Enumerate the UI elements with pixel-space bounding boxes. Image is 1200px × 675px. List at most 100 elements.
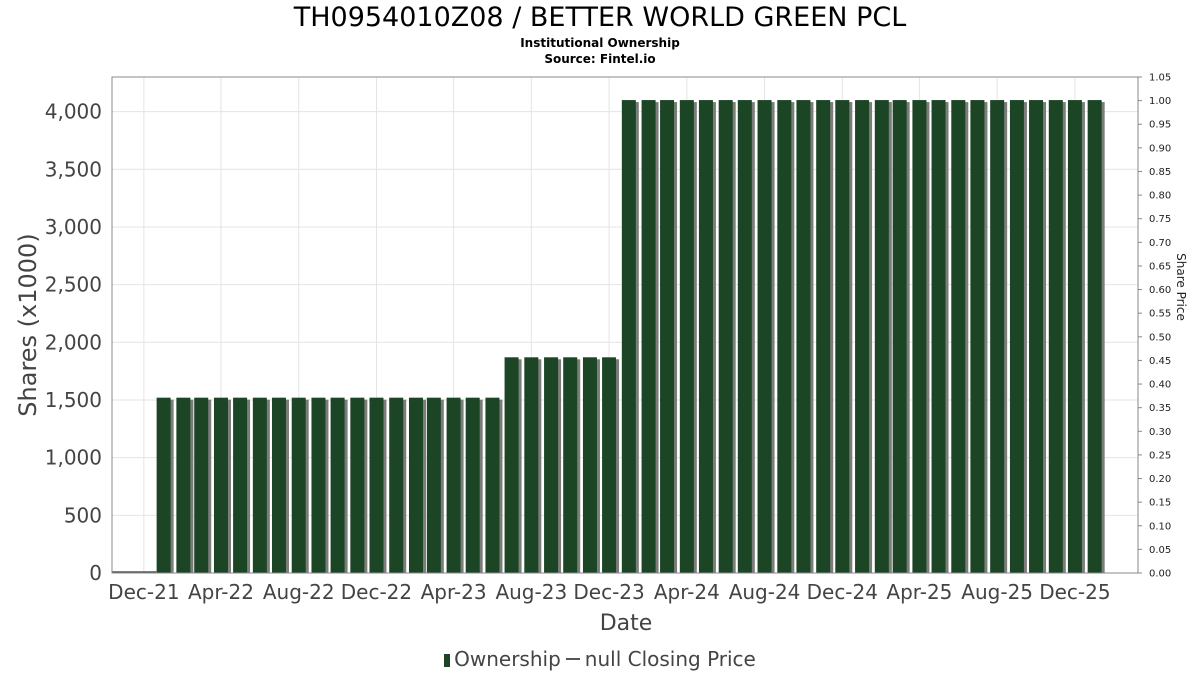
y-tick-label: 2,500 [45,273,102,297]
ownership-bar [252,397,267,573]
ownership-bar [291,397,306,573]
ownership-bar [271,397,286,573]
ownership-bar [176,397,191,573]
ownership-bar [389,397,404,573]
ownership-bar [874,100,889,574]
x-tick-label: Apr-23 [421,580,487,604]
ownership-bar [892,100,907,574]
ownership-bar [156,397,171,573]
ownership-bar [446,397,461,573]
ownership-bar [641,100,656,574]
x-tick-label: Aug-25 [961,580,1033,604]
ownership-bar [194,397,209,573]
y2-tick-label: 0.00 [1149,569,1171,580]
ownership-bar [777,100,792,574]
ownership-legend-swatch [444,654,451,667]
y-tick-label: 2,000 [45,330,102,354]
ownership-bar [1009,100,1024,574]
y2-tick-label: 0.60 [1149,285,1171,296]
y2-tick-label: 0.55 [1149,309,1171,320]
x-tick-label: Dec-22 [341,580,412,604]
ownership-bar [1087,100,1102,574]
y-tick-label: 0 [89,561,102,585]
ownership-bar [679,100,694,574]
y2-tick-label: 0.50 [1149,332,1171,343]
ownership-bar [544,357,559,573]
chart-title: TH0954010Z08 / BETTER WORLD GREEN PCL [293,2,907,33]
y2-tick-label: 0.05 [1149,545,1171,556]
ownership-bar [563,357,578,573]
ownership-bar [485,397,500,573]
x-tick-label: Aug-23 [495,580,567,604]
ownership-chart: 0 500 1,000 1,500 2,000 2,500 3,000 3,500 4,000 D… [14,73,1188,637]
y2-tick-label: 0.70 [1149,238,1171,249]
ownership-bar [970,100,985,574]
bar-layer [112,100,1105,574]
ownership-bar [524,357,539,573]
ownership-bar [465,397,480,573]
ownership-bar [621,100,636,574]
y2-tick-label: 0.25 [1149,450,1171,461]
y2-axis-title: Share Price [1174,253,1188,321]
ownership-bar [1029,100,1044,574]
y2-tick-label: 0.15 [1149,498,1171,509]
ownership-bar [951,100,966,574]
y2-tick-label: 0.30 [1149,427,1171,438]
x-tick-label: Aug-24 [729,580,801,604]
y2-tick-label: 0.35 [1149,403,1171,414]
y2-tick-label: 0.90 [1149,143,1171,154]
ownership-bar [718,100,733,574]
x-axis-title: Date [600,611,653,636]
axis-layer: 0 500 1,000 1,500 2,000 2,500 3,000 3,500 4,000 D… [14,73,1188,637]
x-tick-label: Dec-25 [1039,580,1110,604]
y2-tick-label: 0.40 [1149,380,1171,391]
ownership-bar [369,397,384,573]
ownership-bar [311,397,326,573]
y2-tick-label: 0.20 [1149,474,1171,485]
ownership-bar [660,100,675,574]
x-tick-label: Apr-25 [886,580,952,604]
ownership-bar [835,100,850,574]
x-tick-label: Apr-22 [188,580,254,604]
ownership-bar [796,100,811,574]
y-axis-title: Shares (x1000) [14,233,42,416]
ownership-bar [330,397,345,573]
ownership-bar [757,100,772,574]
y-tick-label: 500 [64,503,102,527]
y2-tick-label: 1.05 [1149,73,1171,84]
y-tick-label: 1,500 [45,388,102,412]
x-tick-label: Aug-22 [263,580,335,604]
x-tick-label: Dec-23 [573,580,644,604]
chart-subtitle: Institutional Ownership [520,36,680,50]
ownership-bar [582,357,597,573]
ownership-bar [698,100,713,574]
y-tick-label: 3,500 [45,157,102,181]
plot-border [111,76,1139,574]
x-tick-label: Apr-24 [654,580,720,604]
y2-tick-label: 0.65 [1149,261,1171,272]
price-legend-label: null Closing Price [584,647,756,671]
ownership-bar [1048,100,1063,574]
ownership-bar [350,397,365,573]
ownership-bar [816,100,831,574]
y2-tick-label: 0.45 [1149,356,1171,367]
price-legend-line [565,658,580,660]
ownership-bar [931,100,946,574]
ownership-bar [213,397,228,573]
chart-source: Source: Fintel.io [544,52,656,66]
x-tick-label: Dec-24 [807,580,878,604]
ownership-bar [855,100,870,574]
y-tick-label: 1,000 [45,446,102,470]
chart-legend: Ownership null Closing Price [0,645,1200,673]
ownership-bar [602,357,617,573]
ownership-bar [408,397,423,573]
y-tick-label: 3,000 [45,215,102,239]
y2-tick-label: 1.00 [1149,96,1171,107]
y-tick-label: 4,000 [45,100,102,124]
y2-tick-label: 0.10 [1149,521,1171,532]
ownership-bar [233,397,248,573]
y2-tick-label: 0.75 [1149,214,1171,225]
x-tick-label: Dec-21 [108,580,179,604]
y2-tick-label: 0.85 [1149,167,1171,178]
ownership-bar [912,100,927,574]
